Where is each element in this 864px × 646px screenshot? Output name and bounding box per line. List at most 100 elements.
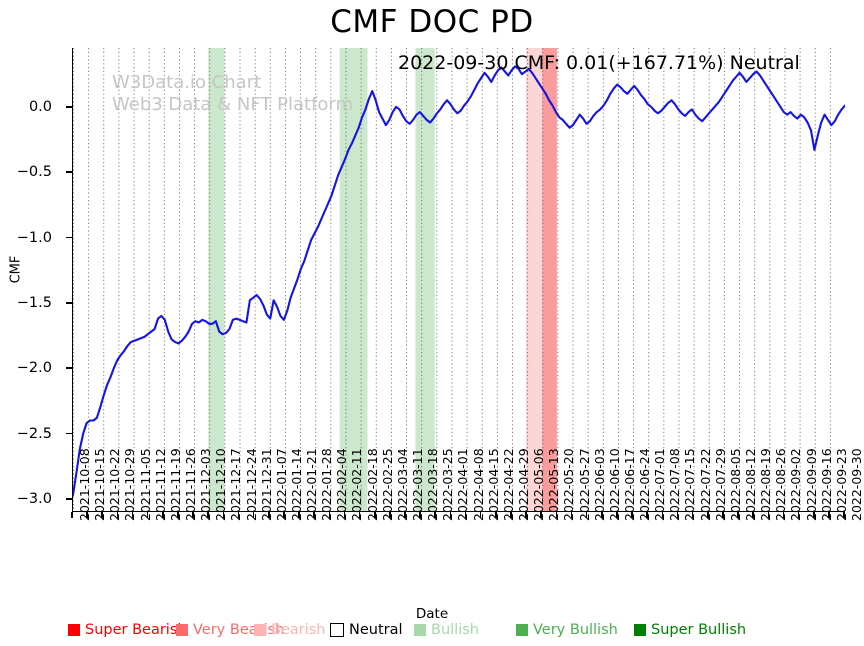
x-axis-tick-label: 2022-04-08 — [470, 448, 486, 521]
data-line-cmf — [73, 65, 845, 497]
x-axis-tick-mark — [828, 512, 830, 518]
x-axis-tick-label: 2022-09-16 — [818, 448, 834, 521]
legend-item-super-bullish[interactable]: Super Bullish — [634, 619, 746, 641]
legend-item-neutral[interactable]: Neutral — [330, 619, 403, 641]
x-axis-tick-mark — [207, 512, 210, 518]
x-axis-tick-label: 2021-10-08 — [77, 448, 92, 521]
y-axis-tick-mark — [66, 171, 72, 173]
x-axis-tick-label: 2022-07-29 — [712, 448, 728, 521]
signal-band-bullish — [208, 48, 225, 511]
y-axis-tick-label: −2.0 — [16, 360, 52, 377]
x-axis-tick-mark — [812, 512, 815, 518]
x-axis-tick-label: 2022-08-05 — [727, 448, 743, 521]
x-axis-tick-label: 2022-01-07 — [273, 448, 289, 521]
watermark: W3Data.io Chart Web3 Data & NFT Platform — [112, 72, 353, 116]
x-axis-tick-mark — [797, 512, 800, 518]
x-axis-tick-label: 2022-04-15 — [485, 448, 501, 521]
legend-swatch-icon — [634, 624, 646, 636]
x-axis-tick-mark — [252, 512, 255, 518]
x-axis-tick-mark — [267, 512, 270, 518]
x-axis-tick-label: 2022-05-20 — [561, 448, 577, 521]
x-axis-tick-mark — [328, 512, 331, 518]
legend-item-super-bearish[interactable]: Super Bearish — [68, 619, 187, 641]
x-axis-tick-mark — [631, 512, 633, 518]
x-axis-tick-mark — [404, 512, 406, 518]
x-axis-tick-label: 2022-07-01 — [652, 448, 668, 521]
latest-value-annotation: 2022-09-30 CMF: 0.01(+167.71%) Neutral — [398, 52, 800, 74]
x-axis-tick-mark — [449, 512, 452, 518]
x-axis-tick-mark — [101, 512, 104, 518]
x-axis-tick-mark — [661, 512, 664, 518]
x-axis-tick-mark — [116, 512, 119, 518]
x-axis-tick-mark — [419, 512, 421, 518]
x-axis-tick-mark — [843, 512, 845, 518]
legend-label: Bearish — [271, 622, 326, 638]
x-axis-tick-mark — [131, 512, 134, 518]
plot-area — [72, 48, 845, 512]
x-axis-tick-label: 2022-06-24 — [637, 448, 653, 521]
x-axis-tick-mark — [146, 512, 149, 518]
x-axis-tick-mark — [313, 512, 315, 518]
x-axis-tick-label: 2021-12-03 — [198, 448, 214, 521]
x-axis-tick-label: 2021-10-29 — [122, 448, 138, 521]
x-axis-tick-mark — [540, 512, 543, 518]
x-axis-tick-mark — [358, 512, 361, 518]
x-axis-tick-label: 2022-07-22 — [697, 448, 713, 521]
x-axis-tick-mark — [601, 512, 603, 518]
x-axis-tick-label: 2021-12-10 — [213, 448, 229, 521]
legend-item-bearish[interactable]: Bearish — [254, 619, 326, 641]
x-axis-tick-label: 2022-03-18 — [425, 448, 441, 521]
legend-swatch-icon — [254, 624, 266, 636]
legend-item-bullish[interactable]: Bullish — [414, 619, 479, 641]
y-axis-tick-label: −2.5 — [16, 425, 52, 442]
x-axis-tick-mark — [691, 512, 694, 518]
x-axis-tick-mark — [86, 512, 88, 518]
legend-label: Neutral — [349, 622, 403, 638]
y-axis-tick-label: −3.0 — [16, 490, 52, 507]
legend-swatch-icon — [414, 624, 426, 636]
x-axis-tick-label: 2021-10-15 — [92, 448, 108, 521]
x-axis-tick-label: 2022-04-29 — [515, 448, 531, 521]
x-axis-tick-label: 2022-04-01 — [455, 448, 471, 521]
watermark-line-1: W3Data.io Chart — [112, 72, 262, 93]
x-axis-tick-mark — [434, 512, 437, 518]
x-axis-tick-mark — [646, 512, 648, 518]
x-axis-tick-label: 2022-03-04 — [394, 448, 410, 521]
x-axis-tick-mark — [343, 512, 346, 518]
y-axis-label: CMF — [8, 255, 24, 284]
x-axis-tick-mark — [767, 512, 770, 518]
x-axis-tick-label: 2022-02-18 — [364, 448, 380, 521]
signal-band-bullish — [415, 48, 435, 511]
x-axis-tick-label: 2022-09-30 — [849, 448, 864, 521]
x-axis-tick-label: 2021-11-12 — [152, 448, 168, 521]
legend-label: Bullish — [431, 622, 479, 638]
x-axis-tick-label: 2022-02-11 — [349, 448, 365, 521]
x-axis-tick-label: 2022-02-04 — [334, 448, 350, 521]
x-axis-tick-mark — [373, 512, 376, 518]
y-axis-tick-label: −1.0 — [16, 229, 52, 246]
x-axis-tick-mark — [585, 512, 588, 518]
x-axis-tick-label: 2022-05-27 — [576, 448, 592, 521]
y-axis-tick-mark — [66, 498, 72, 500]
x-axis-tick-mark — [570, 512, 573, 518]
x-axis-tick-label: 2022-04-22 — [500, 448, 516, 521]
x-axis-tick-label: 2022-08-19 — [758, 448, 774, 521]
x-axis-tick-mark — [782, 512, 785, 518]
x-axis-tick-mark — [283, 512, 285, 518]
signal-band-bearish — [525, 48, 543, 511]
x-axis-tick-label: 2021-11-19 — [167, 448, 183, 521]
legend-label: Super Bullish — [651, 622, 747, 638]
x-axis-tick-label: 2022-02-25 — [379, 448, 395, 521]
x-axis-tick-label: 2022-03-11 — [410, 448, 426, 521]
watermark-line-2: Web3 Data & NFT Platform — [112, 94, 354, 115]
legend-label: Very Bullish — [533, 622, 618, 638]
x-axis-tick-label: 2021-11-26 — [182, 448, 198, 521]
x-axis-tick-mark — [389, 512, 391, 518]
signal-band-very-bearish — [542, 48, 557, 511]
x-axis-tick-label: 2022-06-03 — [591, 448, 607, 521]
x-axis-tick-label: 2021-10-22 — [107, 448, 123, 521]
chart-canvas — [73, 48, 845, 511]
signal-band-bullish — [339, 48, 368, 511]
legend-item-very-bullish[interactable]: Very Bullish — [516, 619, 618, 641]
x-axis-tick-label: 2022-07-15 — [682, 448, 698, 521]
